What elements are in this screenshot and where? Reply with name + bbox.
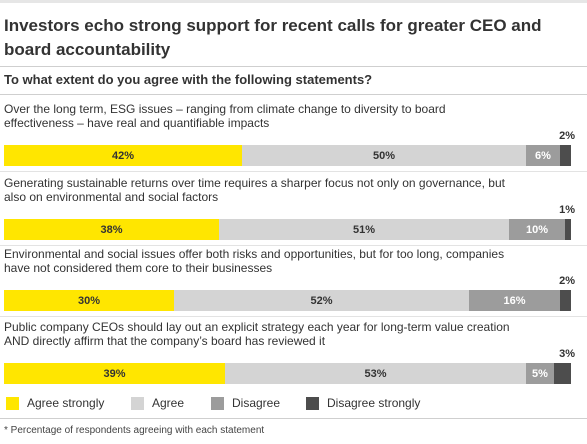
legend: Agree strongly Agree Disagree Disagree s… — [6, 394, 581, 412]
bar-row: 38% 51% 10% — [4, 219, 571, 240]
subtitle-rule-top — [0, 66, 587, 67]
value-label-agree: 52% — [310, 294, 333, 307]
value-label-agree: 50% — [372, 149, 396, 162]
bar-segment-disagree-strongly — [560, 290, 571, 311]
bar-segment-agree-strongly: 39% — [4, 363, 225, 384]
bar-segment-disagree-strongly — [565, 219, 571, 240]
legend-label-disagree-strongly: Disagree strongly — [327, 396, 421, 410]
value-label-disagree-strongly: 1% — [559, 204, 575, 216]
value-label-disagree: 5% — [532, 367, 548, 380]
legend-swatch-agree-strongly — [6, 396, 19, 410]
value-label-agree: 51% — [352, 223, 376, 236]
bar-row: 42% 50% 6% — [4, 145, 571, 166]
chart-title: Investors echo strong support for recent… — [4, 16, 542, 59]
value-label-disagree: 10% — [525, 223, 549, 236]
top-rule — [0, 0, 587, 3]
value-label-disagree-strongly: 2% — [559, 130, 575, 142]
value-label-agree-strongly: 39% — [103, 367, 126, 380]
footnote: * Percentage of respondents agreeing wit… — [4, 425, 265, 436]
legend-label-agree: Agree — [152, 396, 185, 410]
value-label-agree-strongly: 38% — [100, 223, 123, 236]
bar-segment-agree: 53% — [225, 363, 526, 384]
legend-swatch-disagree-strongly — [306, 396, 319, 410]
legend-item-agree: Agree — [131, 394, 184, 412]
bar-segment-disagree: 16% — [469, 290, 560, 311]
statement-text: Over the long term, ESG issues – ranging… — [4, 102, 446, 130]
value-label-agree-strongly: 42% — [111, 149, 135, 162]
bar-row: 39% 53% 5% — [4, 363, 571, 384]
value-label-disagree-strongly: 2% — [559, 275, 575, 287]
value-label-disagree: 16% — [503, 294, 526, 307]
bar-segment-disagree-strongly — [560, 145, 571, 166]
bar-segment-disagree: 10% — [509, 219, 565, 240]
legend-item-disagree-strongly: Disagree strongly — [306, 394, 420, 412]
bar-segment-agree-strongly: 30% — [4, 290, 174, 311]
legend-label-agree-strongly: Agree strongly — [27, 396, 105, 410]
value-label-disagree-strongly: 3% — [559, 348, 575, 360]
row-separator — [0, 171, 587, 172]
value-label-agree-strongly: 30% — [77, 294, 101, 307]
bar-segment-disagree-strongly — [554, 363, 571, 384]
row-separator — [0, 245, 587, 246]
legend-swatch-disagree — [211, 396, 224, 410]
value-label-disagree: 6% — [535, 149, 551, 162]
legend-swatch-agree — [131, 396, 144, 410]
bar-segment-agree: 52% — [174, 290, 469, 311]
value-label-agree: 53% — [364, 367, 387, 380]
legend-item-disagree: Disagree — [211, 394, 280, 412]
subtitle-rule-bottom — [0, 94, 587, 95]
statement-text: Public company CEOs should lay out an ex… — [4, 320, 510, 348]
row-separator — [0, 316, 587, 317]
bar-segment-agree: 50% — [242, 145, 526, 166]
bar-segment-agree-strongly: 42% — [4, 145, 242, 166]
bar-segment-disagree: 6% — [526, 145, 560, 166]
statement-text: Generating sustainable returns over time… — [4, 176, 505, 204]
legend-item-agree-strongly: Agree strongly — [6, 394, 104, 412]
footnote-rule — [0, 418, 587, 419]
bar-row: 30% 52% 16% — [4, 290, 571, 311]
bar-segment-agree: 51% — [219, 219, 509, 240]
legend-label-disagree: Disagree — [232, 396, 281, 410]
chart-subtitle: To what extent do you agree with the fol… — [4, 72, 373, 87]
bar-segment-agree-strongly: 38% — [4, 219, 219, 240]
statement-text: Environmental and social issues offer bo… — [4, 247, 505, 275]
bar-segment-disagree: 5% — [526, 363, 554, 384]
